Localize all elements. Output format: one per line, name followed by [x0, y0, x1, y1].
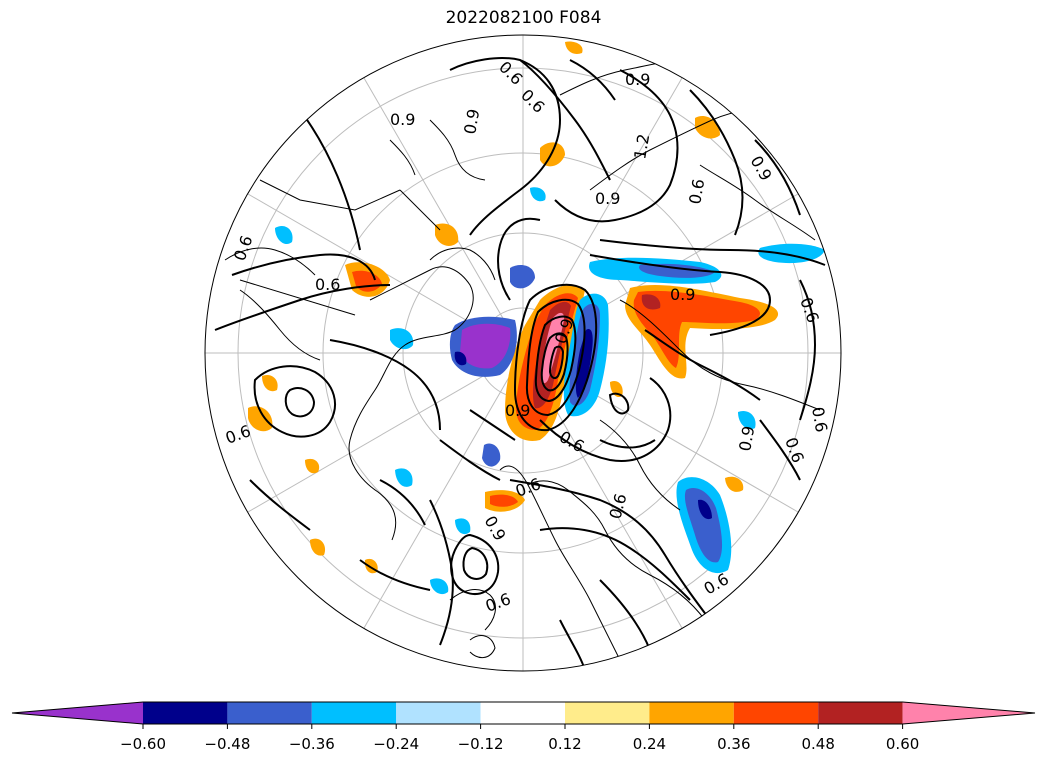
colorbar-segment: [565, 702, 650, 724]
negative-anomaly: [482, 443, 501, 467]
map-boundary: [204, 34, 842, 672]
negative-anomaly: [738, 410, 756, 430]
positive-anomaly: [305, 458, 320, 474]
colorbar: −0.60 −0.48 −0.36 −0.24 −0.12 0.12 0.24 0.36 0.4…: [11, 701, 1036, 753]
contour-label: 0.9: [460, 107, 483, 135]
positive-anomaly: [725, 476, 744, 492]
contour-label: 0.6: [685, 177, 708, 205]
positive-anomaly: [641, 294, 661, 310]
negative-anomaly: [698, 499, 712, 520]
positive-anomaly: [633, 290, 760, 368]
colorbar-segment: [396, 702, 481, 724]
negative-anomaly: [455, 518, 471, 535]
contour-label: 0.6: [513, 474, 543, 501]
contour-label: 0.9: [390, 110, 415, 129]
contour-label: 0.6: [315, 275, 340, 294]
positive-anomaly: [541, 312, 565, 384]
negative-anomaly: [275, 225, 293, 245]
colorbar-segment: [733, 702, 819, 724]
colorbar-tick-label: −0.48: [204, 735, 250, 753]
anomaly-fill: [248, 41, 825, 595]
positive-anomaly: [310, 538, 326, 556]
contour-label: 0.9: [505, 401, 530, 420]
colorbar-tick-label: 0.48: [801, 735, 834, 753]
negative-anomaly: [684, 488, 723, 563]
coastlines: [224, 57, 821, 661]
colorbar-tick-label: 0.36: [717, 735, 750, 753]
contour-label: 0.6: [808, 405, 831, 433]
colorbar-extend-min: [12, 702, 143, 724]
contour-label: 0.6: [517, 85, 548, 116]
contour-label: 0.9: [735, 424, 758, 452]
negative-anomaly: [530, 187, 546, 202]
negative-anomaly: [460, 323, 511, 369]
positive-anomaly: [490, 494, 518, 507]
positive-anomaly: [248, 406, 273, 432]
negative-anomaly: [454, 351, 467, 366]
contour-labels: 0.6 0.6 0.9 0.9 0.6 0.6 0.9 0.9 1.2 0.9 …: [223, 57, 831, 615]
contour-label: 0.6: [606, 492, 631, 522]
negative-anomaly: [639, 263, 715, 278]
colorbar-segment: [649, 702, 734, 724]
colorbar-tick-label: −0.24: [373, 735, 419, 753]
contour-label: 0.6: [230, 233, 257, 263]
colorbar-segment: [227, 702, 312, 724]
map-title: 2022082100 F084: [445, 8, 602, 28]
polar-map: 0.6 0.6 0.9 0.9 0.6 0.6 0.9 0.9 1.2 0.9 …: [204, 34, 842, 672]
contour-label: 1.2: [630, 132, 653, 160]
contour-label: 0.9: [481, 513, 510, 545]
colorbar-tick-label: 0.60: [886, 735, 919, 753]
colorbar-tick-label: 0.24: [633, 735, 666, 753]
contour-label: 0.9: [625, 70, 650, 89]
colorbar-segment: [480, 702, 565, 724]
colorbar-tick-label: −0.12: [458, 735, 504, 753]
negative-anomaly: [390, 328, 414, 350]
contour-label: 0.9: [670, 285, 695, 304]
colorbar-segment: [143, 702, 228, 724]
colorbar-segment: [818, 702, 903, 724]
contour-label: 0.6: [796, 295, 823, 325]
contour-label: 0.9: [747, 153, 776, 185]
negative-anomaly: [510, 265, 535, 289]
colorbar-tick-label: −0.60: [120, 735, 166, 753]
positive-anomaly: [540, 142, 565, 167]
positive-anomaly: [695, 115, 720, 139]
colorbar-segment: [311, 702, 397, 724]
colorbar-tick-label: 0.12: [548, 735, 581, 753]
contour-lines: [214, 57, 826, 671]
negative-anomaly: [575, 329, 593, 398]
contour-label: 0.6: [223, 421, 253, 448]
colorbar-extend-max: [902, 702, 1035, 724]
positive-anomaly: [565, 41, 583, 54]
negative-anomaly: [758, 243, 825, 264]
colorbar-tick-label: −0.36: [289, 735, 335, 753]
contour-label: 0.6: [781, 435, 808, 465]
negative-anomaly: [395, 468, 413, 487]
contour-label: 0.6: [701, 569, 733, 598]
positive-anomaly: [435, 223, 459, 246]
contour-label: 0.9: [595, 189, 620, 208]
negative-anomaly: [430, 578, 449, 595]
positive-anomaly: [262, 374, 278, 392]
